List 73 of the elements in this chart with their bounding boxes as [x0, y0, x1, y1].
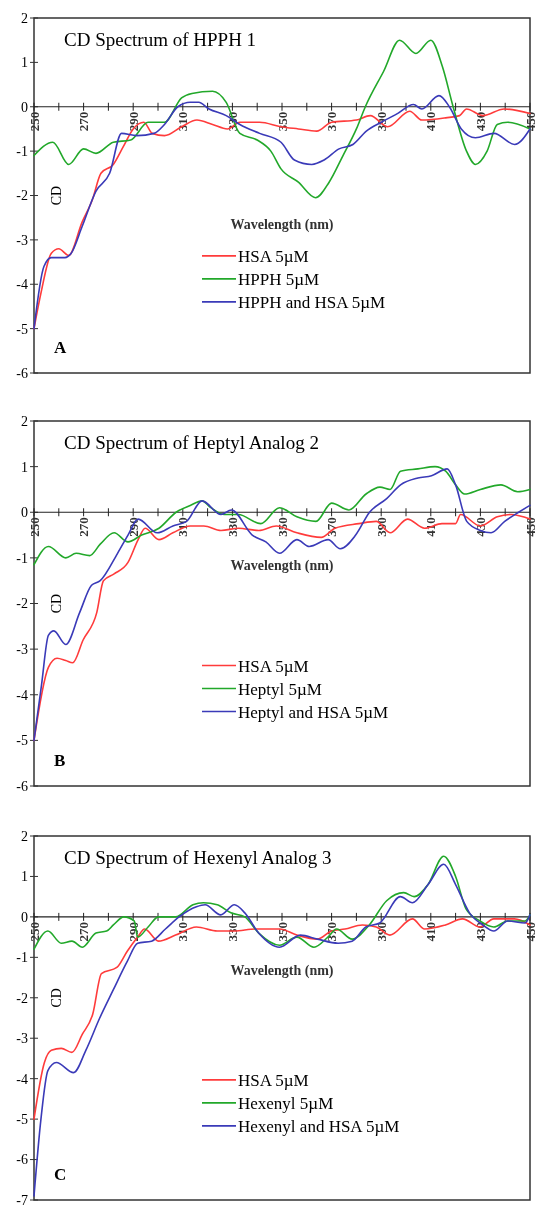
x-tick-label: 330	[224, 921, 240, 942]
x-tick-label: 390	[373, 921, 389, 942]
legend-label: HPPH 5µM	[238, 269, 320, 289]
y-axis-title: CD	[48, 185, 64, 206]
x-tick-label: 350	[274, 517, 290, 537]
x-tick-label: 450	[522, 921, 536, 942]
y-tick-label: 0	[21, 909, 28, 925]
text: CD Spectrum of HPPH 1	[64, 29, 257, 50]
x-tick-label: 450	[522, 517, 536, 537]
legend-label: Heptyl and HSA 5µM	[238, 702, 389, 722]
y-tick-label: -1	[16, 550, 28, 566]
legend-label: Hexenyl and HSA 5µM	[238, 1116, 400, 1136]
y-tick-label: -3	[16, 1031, 28, 1047]
y-tick-label: -1	[16, 950, 28, 966]
x-tick-label: 410	[423, 111, 439, 132]
annotation: B	[54, 751, 66, 770]
x-tick-label: 250	[26, 111, 42, 132]
legend-label: HSA 5µM	[238, 246, 309, 266]
y-tick-label: -1	[16, 144, 28, 160]
y-axis-title: CD	[48, 988, 64, 1008]
y-tick-label: 2	[21, 10, 28, 26]
y-tick-label: -6	[16, 778, 28, 794]
y-tick-label: 2	[21, 828, 28, 844]
y-tick-label: 1	[21, 55, 28, 71]
y-axis-title: CD	[48, 593, 64, 614]
y-tick-label: -7	[16, 1192, 28, 1206]
x-tick-label: 270	[76, 921, 92, 942]
y-tick-label: -3	[16, 642, 28, 658]
x-tick-label: 390	[373, 517, 389, 537]
y-tick-label: 1	[21, 459, 28, 475]
x-tick-label: 330	[224, 517, 240, 537]
x-tick-label: 410	[423, 921, 439, 942]
x-tick-label: 350	[274, 111, 290, 132]
y-tick-label: -2	[16, 990, 28, 1006]
y-tick-label: -4	[16, 277, 28, 293]
legend-label: HSA 5µM	[238, 1070, 309, 1090]
y-tick-label: -5	[16, 733, 28, 749]
y-tick-label: -2	[16, 188, 28, 204]
y-tick-label: 1	[21, 869, 28, 885]
y-tick-label: -6	[16, 1152, 28, 1168]
x-axis-title: Wavelength (nm)	[230, 558, 334, 575]
legend-label: Hexenyl 5µM	[238, 1093, 334, 1113]
y-tick-label: -4	[16, 1071, 28, 1087]
x-tick-label: 350	[274, 921, 290, 942]
legend-label: HPPH and HSA 5µM	[238, 292, 386, 312]
x-axis-title: Wavelength (nm)	[230, 216, 334, 233]
annotation: C	[54, 1165, 67, 1184]
y-tick-label: -5	[16, 321, 28, 337]
y-tick-label: -5	[16, 1112, 28, 1128]
y-tick-label: -2	[16, 596, 28, 612]
x-axis-title: Wavelength (nm)	[230, 962, 334, 979]
text: CD Spectrum of Heptyl Analog 2	[64, 432, 319, 453]
x-tick-label: 250	[26, 921, 42, 942]
legend-label: Heptyl 5µM	[238, 679, 322, 699]
y-tick-label: 2	[21, 413, 28, 429]
legend-label: HSA 5µM	[238, 656, 309, 676]
x-tick-label: 370	[324, 517, 340, 537]
x-tick-label: 430	[472, 111, 488, 132]
x-tick-label: 270	[76, 517, 92, 537]
y-tick-label: 0	[21, 505, 28, 521]
y-tick-label: -3	[16, 232, 28, 248]
x-tick-label: 370	[324, 111, 340, 132]
y-tick-label: -4	[16, 687, 28, 703]
y-tick-label: -6	[16, 365, 28, 381]
annotation: A	[54, 338, 67, 357]
x-tick-label: 310	[175, 921, 191, 942]
x-tick-label: 450	[522, 111, 536, 132]
text: CD Spectrum of Hexenyl Analog 3	[64, 847, 332, 868]
x-tick-label: 250	[26, 517, 42, 537]
x-tick-label: 270	[76, 111, 92, 132]
x-tick-label: 290	[125, 111, 141, 132]
x-tick-label: 370	[324, 921, 340, 942]
y-tick-label: 0	[21, 99, 28, 115]
